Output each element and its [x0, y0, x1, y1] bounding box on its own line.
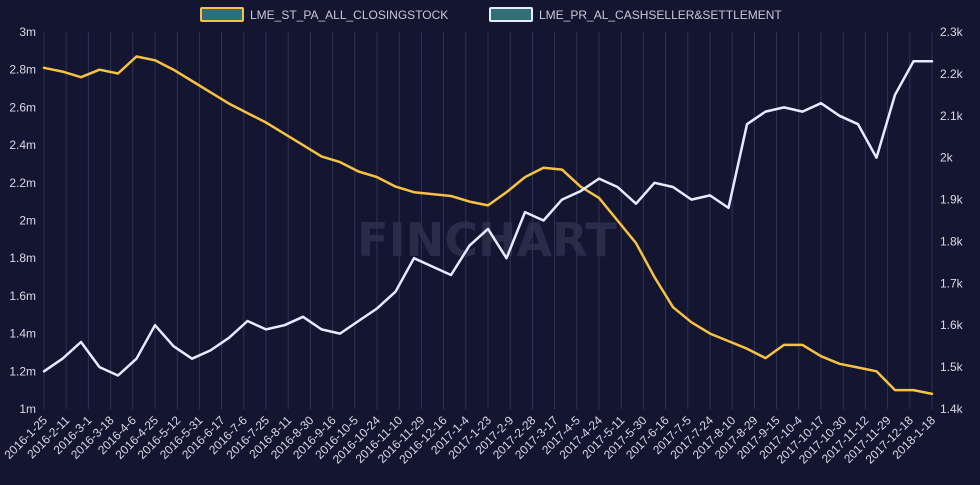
left-y-tick-label: 1m — [19, 402, 36, 416]
legend-label-cash-seller-settlement: LME_PR_AL_CASHSELLER&SETTLEMENT — [539, 8, 782, 22]
right-y-tick-label: 1.9k — [940, 193, 964, 207]
left-y-tick-label: 2.8m — [9, 63, 36, 77]
series-line-closing-stock — [42, 55, 934, 396]
right-y-tick-label: 1.7k — [940, 276, 964, 290]
left-y-tick-label: 1.4m — [9, 327, 36, 341]
left-y-tick-label: 2m — [19, 214, 36, 228]
legend: LME_ST_PA_ALL_CLOSINGSTOCK LME_PR_AL_CASH… — [200, 7, 782, 22]
grid-lines — [43, 32, 933, 409]
right-y-tick-label: 2k — [940, 151, 954, 165]
right-y-tick-label: 1.6k — [940, 318, 964, 332]
legend-label-closing-stock: LME_ST_PA_ALL_CLOSINGSTOCK — [250, 8, 448, 22]
right-y-tick-label: 2.3k — [940, 25, 964, 39]
left-y-tick-label: 2.2m — [9, 176, 36, 190]
watermark: FINCHART — [357, 213, 617, 267]
left-y-tick-label: 2.6m — [9, 100, 36, 114]
series-line-cash-seller-settlement — [42, 60, 934, 377]
axes: 2016-1-252016-2-112016-3-12016-3-182016-… — [2, 25, 964, 467]
legend-swatch-closing-stock — [200, 7, 244, 22]
right-y-tick-label: 2.2k — [940, 67, 964, 81]
right-y-tick-label: 2.1k — [940, 109, 964, 123]
legend-swatch-cash-seller-settlement — [489, 7, 533, 22]
right-y-tick-label: 1.5k — [940, 360, 964, 374]
right-y-tick-label: 1.8k — [940, 234, 964, 248]
left-y-tick-label: 2.4m — [9, 138, 36, 152]
right-y-tick-label: 1.4k — [940, 402, 964, 416]
left-y-tick-label: 3m — [19, 25, 36, 39]
left-y-tick-label: 1.2m — [9, 364, 36, 378]
series-lines — [42, 55, 934, 396]
left-y-tick-label: 1.8m — [9, 251, 36, 265]
left-y-tick-label: 1.6m — [9, 289, 36, 303]
